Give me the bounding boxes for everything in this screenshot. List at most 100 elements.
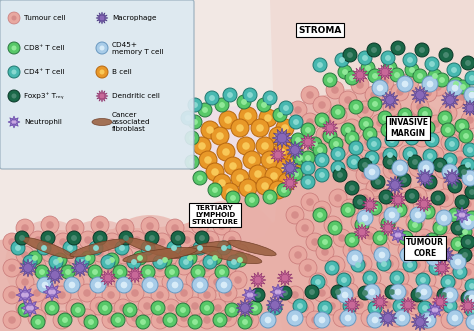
Circle shape [301, 304, 309, 312]
Circle shape [28, 251, 42, 265]
Circle shape [326, 124, 334, 132]
Circle shape [11, 120, 14, 123]
Circle shape [400, 247, 416, 263]
Circle shape [369, 289, 375, 295]
Circle shape [425, 209, 431, 215]
Circle shape [446, 238, 454, 246]
Circle shape [384, 301, 392, 309]
Circle shape [242, 142, 250, 150]
Circle shape [386, 96, 394, 104]
Polygon shape [21, 299, 39, 317]
Circle shape [151, 301, 165, 315]
Circle shape [429, 61, 435, 67]
Circle shape [105, 253, 119, 267]
Circle shape [41, 244, 59, 262]
Circle shape [313, 201, 331, 219]
Circle shape [16, 219, 34, 237]
Circle shape [51, 290, 56, 294]
Circle shape [239, 179, 257, 197]
Circle shape [412, 159, 418, 165]
Circle shape [419, 47, 425, 53]
Circle shape [237, 95, 251, 109]
Polygon shape [71, 259, 89, 277]
Circle shape [447, 168, 453, 175]
Circle shape [329, 189, 347, 207]
Circle shape [371, 47, 377, 53]
Circle shape [357, 199, 363, 205]
Circle shape [367, 43, 381, 57]
Circle shape [141, 217, 159, 235]
Circle shape [329, 106, 347, 124]
Circle shape [431, 308, 436, 312]
Circle shape [277, 290, 282, 294]
Circle shape [192, 102, 198, 108]
Circle shape [423, 149, 437, 163]
Circle shape [353, 145, 359, 151]
Circle shape [379, 211, 397, 229]
Circle shape [266, 156, 274, 164]
Circle shape [264, 317, 271, 323]
Circle shape [401, 204, 409, 212]
Circle shape [209, 299, 227, 317]
Circle shape [356, 71, 364, 79]
Circle shape [359, 133, 377, 151]
Circle shape [358, 228, 366, 236]
Circle shape [416, 103, 424, 111]
Circle shape [362, 55, 368, 61]
Circle shape [205, 91, 219, 105]
Circle shape [21, 251, 29, 259]
Circle shape [347, 250, 363, 266]
Circle shape [305, 285, 319, 299]
Circle shape [301, 161, 315, 175]
Circle shape [263, 190, 277, 204]
Circle shape [372, 80, 388, 96]
Circle shape [49, 305, 55, 311]
Circle shape [441, 233, 459, 251]
Circle shape [416, 284, 432, 300]
Polygon shape [8, 116, 20, 128]
Circle shape [385, 221, 391, 227]
Circle shape [46, 249, 54, 257]
Circle shape [446, 316, 454, 324]
Circle shape [286, 164, 294, 172]
Circle shape [308, 137, 322, 151]
Circle shape [393, 232, 401, 240]
Circle shape [454, 211, 462, 219]
Circle shape [422, 111, 428, 117]
Circle shape [313, 96, 331, 114]
Polygon shape [372, 294, 388, 310]
Circle shape [138, 297, 156, 315]
Circle shape [408, 218, 422, 232]
Circle shape [394, 196, 402, 204]
Circle shape [102, 259, 120, 277]
Circle shape [37, 241, 51, 255]
Text: TUMOUR
CORE: TUMOUR CORE [406, 238, 444, 258]
Circle shape [53, 259, 59, 265]
Circle shape [99, 15, 105, 21]
Circle shape [384, 207, 400, 223]
Text: Foxp3⁺ Tᵣₑᵧ: Foxp3⁺ Tᵣₑᵧ [24, 93, 64, 99]
Circle shape [441, 275, 455, 289]
Circle shape [451, 221, 465, 235]
Circle shape [436, 189, 454, 207]
Circle shape [430, 248, 438, 256]
Circle shape [313, 143, 327, 157]
Circle shape [337, 287, 353, 303]
Circle shape [309, 273, 327, 291]
Circle shape [311, 238, 319, 246]
Circle shape [377, 85, 383, 91]
Circle shape [448, 208, 462, 222]
Polygon shape [381, 91, 399, 109]
Circle shape [449, 141, 455, 147]
Circle shape [197, 245, 203, 251]
Circle shape [459, 263, 474, 281]
Circle shape [219, 269, 225, 275]
Circle shape [451, 151, 469, 169]
Circle shape [162, 299, 180, 317]
Polygon shape [352, 67, 368, 83]
Circle shape [208, 251, 222, 265]
Circle shape [299, 259, 317, 277]
Circle shape [415, 229, 433, 247]
Circle shape [400, 230, 474, 331]
Circle shape [465, 303, 474, 317]
